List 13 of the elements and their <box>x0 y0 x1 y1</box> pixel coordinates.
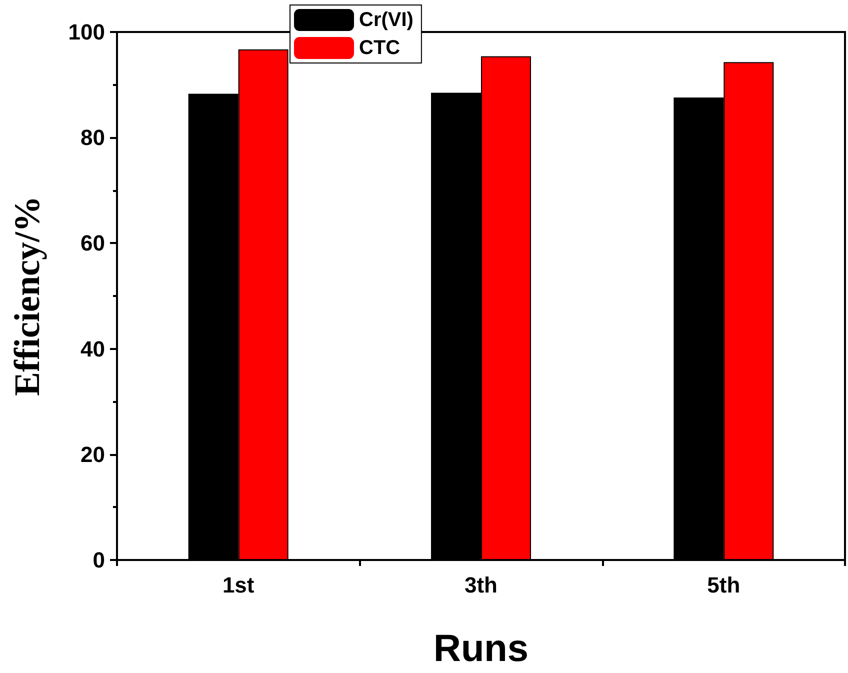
x-tick-label: 1st <box>222 572 255 598</box>
legend-label: Cr(VI) <box>359 9 414 31</box>
y-tick-label: 40 <box>80 336 105 362</box>
y-tick-label: 0 <box>92 548 105 572</box>
y-tick-label: 80 <box>80 125 105 150</box>
y-axis-title: Efficiency/% <box>7 196 47 396</box>
legend-label: CTC <box>359 37 400 59</box>
y-tick-label: 100 <box>68 20 105 44</box>
x-axis-title: Runs <box>434 628 528 670</box>
y-tick-label: 20 <box>80 442 105 467</box>
x-tick-label: 5th <box>707 572 740 598</box>
y-tick-label: 60 <box>80 230 105 256</box>
x-tick-label: 3th <box>464 572 498 598</box>
